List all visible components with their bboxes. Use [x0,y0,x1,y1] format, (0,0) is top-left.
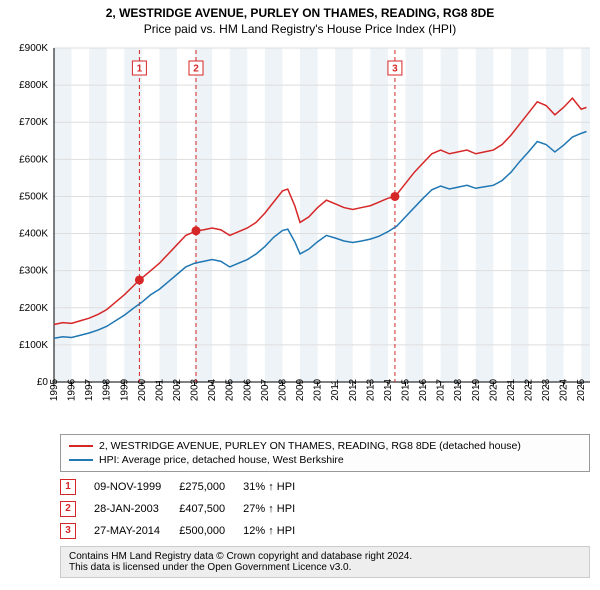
sale-vs-hpi: 27% ↑ HPI [243,498,313,520]
sale-price: £275,000 [179,476,243,498]
svg-text:£700K: £700K [19,117,48,128]
legend-label: 2, WESTRIDGE AVENUE, PURLEY ON THAMES, R… [99,440,521,452]
sale-date: 09-NOV-1999 [94,476,179,498]
svg-text:£200K: £200K [19,303,48,314]
svg-text:2: 2 [193,64,199,75]
sale-marker: 2 [60,501,76,517]
sale-row: 2 28-JAN-2003£407,50027% ↑ HPI [60,498,313,520]
title-line-2: Price paid vs. HM Land Registry's House … [8,22,592,36]
sale-date: 27-MAY-2014 [94,520,179,542]
sale-row: 1 09-NOV-1999£275,00031% ↑ HPI [60,476,313,498]
svg-text:£100K: £100K [19,340,48,351]
svg-text:2024: 2024 [559,378,570,401]
svg-text:£900K: £900K [19,43,48,54]
svg-text:2002: 2002 [172,378,183,401]
svg-text:£300K: £300K [19,266,48,277]
sale-row: 3 27-MAY-2014£500,00012% ↑ HPI [60,520,313,542]
sale-marker: 1 [60,479,76,495]
sales-table: 1 09-NOV-1999£275,00031% ↑ HPI 2 28-JAN-200… [60,476,590,542]
svg-text:2019: 2019 [471,378,482,401]
sale-vs-hpi: 12% ↑ HPI [243,520,313,542]
svg-text:£500K: £500K [19,191,48,202]
svg-text:1: 1 [137,64,143,75]
chart-container: £0 £100K £200K £300K £400K £500K £600K £700K £80… [0,38,600,428]
title-line-1: 2, WESTRIDGE AVENUE, PURLEY ON THAMES, R… [8,6,592,20]
svg-text:2004: 2004 [207,378,218,401]
legend-swatch [69,445,93,447]
svg-text:2012: 2012 [348,378,359,401]
svg-text:£600K: £600K [19,154,48,165]
svg-text:2010: 2010 [313,378,324,401]
svg-text:2014: 2014 [383,378,394,401]
svg-text:2011: 2011 [330,379,341,401]
svg-text:2013: 2013 [365,378,376,401]
legend-row: 2, WESTRIDGE AVENUE, PURLEY ON THAMES, R… [69,439,581,453]
attribution-footer: Contains HM Land Registry data © Crown c… [60,546,590,578]
svg-text:2016: 2016 [418,378,429,401]
legend-swatch [69,459,93,461]
footer-line-1: Contains HM Land Registry data © Crown c… [69,551,581,562]
legend-row: HPI: Average price, detached house, West… [69,453,581,467]
sale-date: 28-JAN-2003 [94,498,179,520]
svg-text:2015: 2015 [400,378,411,401]
svg-text:3: 3 [392,64,398,75]
svg-text:2007: 2007 [260,378,271,401]
sale-price: £407,500 [179,498,243,520]
svg-text:£800K: £800K [19,80,48,91]
svg-text:2009: 2009 [295,378,306,401]
price-chart: £0 £100K £200K £300K £400K £500K £600K £700K £80… [0,38,600,428]
svg-text:2003: 2003 [190,378,201,401]
chart-title-block: 2, WESTRIDGE AVENUE, PURLEY ON THAMES, R… [0,0,600,38]
svg-text:1995: 1995 [49,378,60,401]
svg-text:1997: 1997 [84,378,95,401]
svg-text:1996: 1996 [67,378,78,401]
footer-line-2: This data is licensed under the Open Gov… [69,562,581,573]
svg-text:2005: 2005 [225,378,236,401]
legend: 2, WESTRIDGE AVENUE, PURLEY ON THAMES, R… [60,434,590,472]
svg-text:2000: 2000 [137,378,148,401]
sale-vs-hpi: 31% ↑ HPI [243,476,313,498]
svg-text:2023: 2023 [541,378,552,401]
svg-text:2001: 2001 [154,378,165,401]
svg-text:2018: 2018 [453,378,464,401]
sale-price: £500,000 [179,520,243,542]
sale-marker: 3 [60,523,76,539]
svg-text:1998: 1998 [102,378,113,401]
svg-text:2020: 2020 [488,378,499,401]
svg-text:£400K: £400K [19,229,48,240]
legend-label: HPI: Average price, detached house, West… [99,454,344,466]
svg-text:£0: £0 [37,377,49,388]
svg-text:2006: 2006 [242,378,253,401]
svg-text:2022: 2022 [523,378,534,401]
svg-text:1999: 1999 [119,378,130,401]
svg-text:2025: 2025 [576,378,587,401]
svg-text:2021: 2021 [506,378,517,401]
svg-text:2008: 2008 [277,378,288,401]
svg-text:2017: 2017 [436,378,447,401]
